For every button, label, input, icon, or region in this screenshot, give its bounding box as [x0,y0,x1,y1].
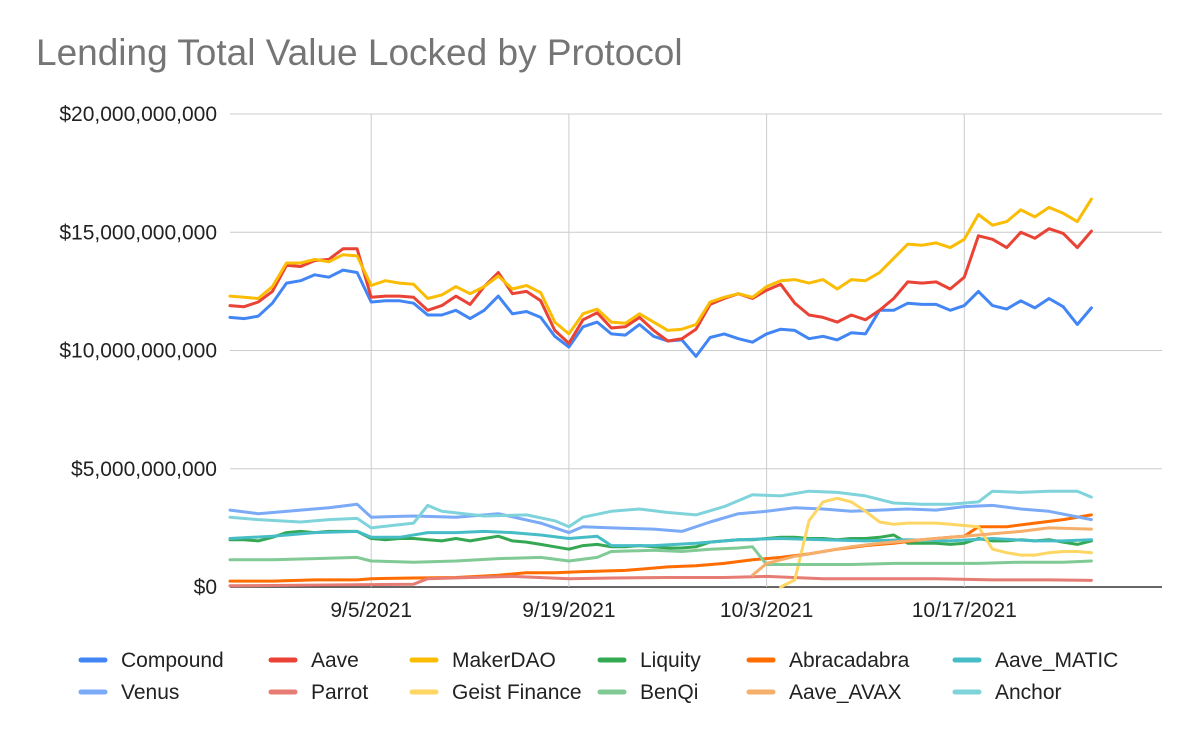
legend-label-geist-finance: Geist Finance [452,681,582,704]
series-line-parrot [228,574,1093,588]
legend-label-makerdao: MakerDAO [452,649,556,672]
legend-label-abracadabra: Abracadabra [789,649,910,672]
y-tick-label: $5,000,000,000 [71,458,217,481]
legend-label-liquity: Liquity [640,649,701,672]
series-line-aave-matic [228,529,1093,548]
series-line-makerdao [228,197,1093,336]
series-line-aave-avax [751,526,1093,577]
y-tick-label: $0 [194,576,217,599]
x-tick-label: 9/5/2021 [330,599,412,622]
legend-label-parrot: Parrot [311,681,368,704]
x-tick-label: 10/3/2021 [720,599,813,622]
series-line-anchor [228,489,1093,530]
legend: Compound Aave MakerDAO Liquity Abracadabra Aa… [78,649,1118,704]
x-tick-label: 10/17/2021 [912,599,1017,622]
series-line-abracadabra [228,513,1093,583]
legend-label-aave: Aave [311,649,359,672]
y-tick-label: $15,000,000,000 [59,221,217,244]
y-tick-label: $10,000,000,000 [59,340,217,363]
chart-title: Lending Total Value Locked by Protocol [36,32,683,73]
gridlines [230,113,1162,588]
y-axis-tick-labels: $0 $5,000,000,000 $10,000,000,000 $15,000,0… [59,103,217,599]
legend-label-benqi: BenQi [640,681,698,704]
legend-label-aave-matic: Aave_MATIC [995,649,1118,672]
legend-label-compound: Compound [121,649,224,672]
series-line-benqi [228,545,1093,566]
series-line-aave [228,227,1093,345]
legend-label-aave-avax: Aave_AVAX [789,681,901,704]
x-tick-label: 9/19/2021 [522,599,615,622]
legend-label-anchor: Anchor [995,681,1062,704]
series-lines [228,197,1093,589]
legend-label-venus: Venus [121,681,179,704]
y-tick-label: $20,000,000,000 [59,103,217,126]
series-line-compound [228,268,1093,358]
x-axis-tick-labels: 9/5/2021 9/19/2021 10/3/2021 10/17/2021 [330,599,1017,622]
series-line-venus [228,502,1093,535]
series-line-geist-finance [779,496,1093,589]
